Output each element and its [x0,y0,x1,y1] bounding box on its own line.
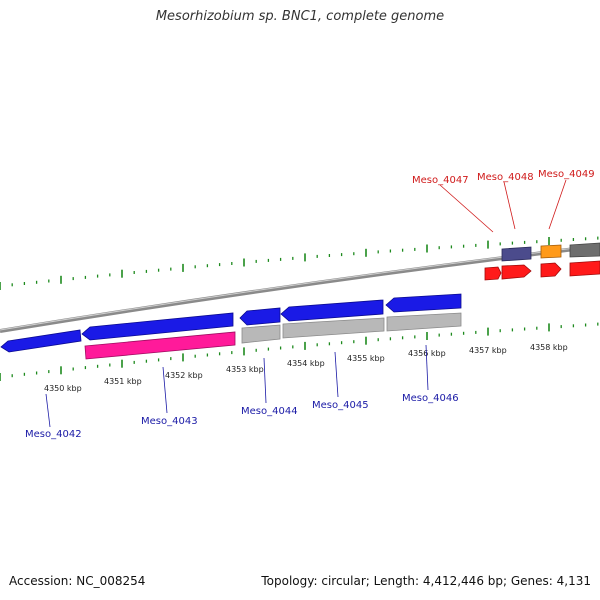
gene-label-meso-4044[interactable]: Meso_4044 [241,406,298,417]
gene-feature-pink[interactable] [84,331,236,360]
callout-line-meso-4044 [263,357,267,404]
gene-label-meso-4043[interactable]: Meso_4043 [141,416,198,427]
gene-features [0,242,600,360]
kbp-label-4351: 4351 kbp [104,377,142,386]
gene-feature-meso-4044[interactable] [239,307,281,326]
gene-feature-meso-4045[interactable] [280,299,384,322]
callout-line-meso-4047 [439,184,494,233]
gene-feature-dark-gray[interactable] [569,242,600,258]
callout-line-meso-4043 [162,366,168,414]
callout-line-meso-4045 [334,351,339,398]
kbp-label-4354: 4354 kbp [287,359,325,368]
accession-text: Accession: NC_008254 [9,574,146,588]
map-title: Mesorhizobium sp. BNC1, complete genome [155,9,445,24]
genome-summary-text: Topology: circular; Length: 4,412,446 bp… [261,574,591,588]
callout-line-meso-4049 [548,179,567,230]
kbp-label-4352: 4352 kbp [165,371,203,380]
kbp-label-4350: 4350 kbp [44,384,82,393]
callout-line-meso-4046 [425,344,429,391]
gene-feature-orange[interactable] [540,244,562,259]
gene-feature-gray-c[interactable] [386,312,462,332]
gene-label-meso-4042[interactable]: Meso_4042 [25,429,82,440]
kbp-label-4355: 4355 kbp [347,354,385,363]
kbp-scale: 4350 kbp 4351 kbp 4352 kbp 4353 kbp 4354… [44,343,568,393]
gene-feature-meso-4042[interactable] [0,329,82,353]
outer-tick-ring [0,236,599,290]
callout-line-meso-4048 [503,181,516,230]
gene-callouts: Meso_4042 Meso_4043 Meso_4044 Meso_4045 … [25,169,595,440]
kbp-label-4356: 4356 kbp [408,349,446,358]
gene-feature-red-right[interactable] [569,260,600,277]
gene-label-meso-4047[interactable]: Meso_4047 [412,175,469,186]
gene-feature-meso-4048[interactable] [501,246,532,262]
gene-feature-meso-4046[interactable] [385,293,462,313]
gene-label-meso-4048[interactable]: Meso_4048 [477,172,534,183]
gene-feature-gray-b[interactable] [282,317,385,339]
inner-tick-ring [0,322,599,381]
gene-label-meso-4045[interactable]: Meso_4045 [312,400,369,411]
gene-feature-meso-4047[interactable] [484,266,502,281]
gene-feature-gray-a[interactable] [241,324,281,344]
kbp-label-4358: 4358 kbp [530,343,568,352]
gene-feature-meso-4047b[interactable] [501,264,532,280]
kbp-label-4357: 4357 kbp [469,346,507,355]
kbp-label-4353: 4353 kbp [226,365,264,374]
gene-label-meso-4049[interactable]: Meso_4049 [538,169,595,180]
gene-feature-meso-4043[interactable] [81,312,234,341]
callout-line-meso-4042 [45,393,51,428]
gene-feature-meso-4049[interactable] [540,262,562,278]
gene-label-meso-4046[interactable]: Meso_4046 [402,393,459,404]
